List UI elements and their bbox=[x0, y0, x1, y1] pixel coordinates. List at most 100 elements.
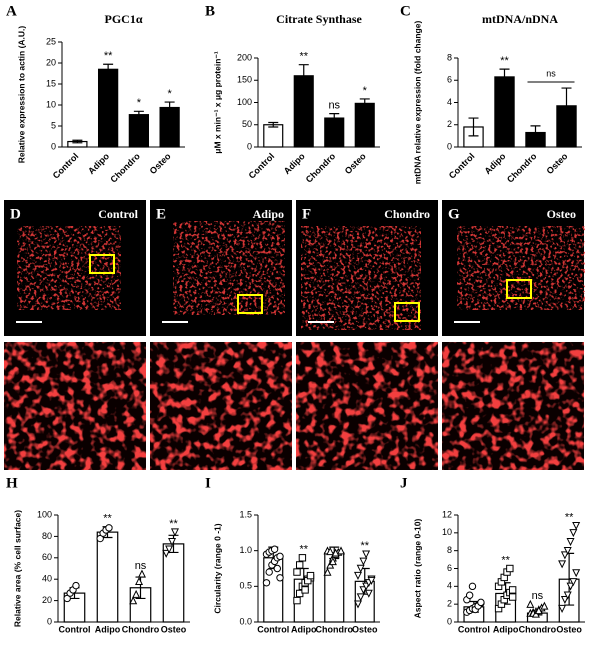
data-point bbox=[353, 600, 363, 609]
y-tick-label: 20 bbox=[46, 57, 56, 67]
bar bbox=[263, 124, 284, 148]
data-point bbox=[336, 546, 346, 555]
data-point bbox=[293, 596, 301, 605]
zoom-box bbox=[89, 254, 115, 274]
data-point bbox=[306, 571, 315, 580]
x-tick-label: Chondro bbox=[316, 624, 354, 634]
data-point bbox=[301, 586, 309, 594]
y-tick-label: 0 bbox=[47, 616, 52, 626]
image-label: Osteo bbox=[547, 207, 576, 221]
annotation: * bbox=[137, 97, 142, 109]
data-point bbox=[276, 552, 284, 561]
y-tick-label: 0 bbox=[51, 141, 56, 151]
y-tick-label: 50 bbox=[242, 119, 252, 129]
zoom-texture bbox=[442, 342, 584, 470]
y-axis-label: Aspect ratio (range 0-10) bbox=[412, 518, 422, 618]
annotation: * bbox=[363, 85, 368, 97]
y-tick-label: 0.5 bbox=[239, 581, 252, 591]
x-tick-label: Adipo bbox=[86, 151, 111, 176]
chart: B Citrate Synthase μM x min⁻¹ x μg protein… bbox=[205, 3, 380, 185]
data-point bbox=[137, 569, 146, 578]
error-bar bbox=[298, 64, 309, 88]
chart-title: Citrate Synthase bbox=[276, 12, 362, 26]
x-tick-label: Control bbox=[51, 151, 81, 181]
error-bar bbox=[359, 98, 370, 109]
x-tick-label: Control bbox=[247, 151, 277, 181]
data-point bbox=[362, 550, 371, 559]
y-tick-label: 6 bbox=[447, 563, 452, 573]
y-tick-label: 1.0 bbox=[239, 545, 252, 555]
x-tick-label: Chondro bbox=[519, 624, 557, 634]
bar bbox=[354, 102, 375, 148]
micrographs: D Control E Adipo F Chondro G Osteo bbox=[4, 200, 585, 470]
data-point bbox=[293, 568, 301, 576]
data-point bbox=[265, 568, 273, 576]
y-tick-label: 20 bbox=[42, 595, 52, 605]
panel-letter: F bbox=[302, 206, 311, 222]
y-tick-label: 5 bbox=[51, 120, 56, 130]
x-tick-label: Chondro bbox=[304, 151, 338, 185]
data-point bbox=[298, 554, 307, 562]
data-point bbox=[356, 593, 365, 602]
zoom-texture bbox=[296, 342, 438, 470]
error-bar bbox=[499, 68, 510, 86]
y-axis-label: Relative expression to actin (A.U.) bbox=[16, 26, 26, 164]
cell bbox=[457, 226, 585, 310]
data-point bbox=[566, 582, 575, 591]
panel-letter: I bbox=[205, 475, 211, 491]
data-point bbox=[273, 564, 282, 573]
bar bbox=[96, 531, 119, 623]
panel-letter: D bbox=[10, 206, 21, 222]
data-point bbox=[508, 593, 517, 601]
cell bbox=[173, 221, 285, 315]
data-point bbox=[508, 586, 517, 594]
data-point bbox=[468, 582, 477, 591]
y-tick-label: 6 bbox=[447, 75, 452, 85]
annotation: ns bbox=[135, 560, 147, 572]
data-point bbox=[168, 538, 177, 547]
x-tick-label: Osteo bbox=[352, 624, 378, 634]
annotation: ** bbox=[360, 540, 369, 552]
data-point bbox=[566, 538, 575, 547]
data-point bbox=[526, 599, 535, 608]
data-point bbox=[572, 569, 581, 578]
annotation: ** bbox=[299, 51, 308, 63]
y-tick-label: 12 bbox=[442, 509, 452, 519]
annotation: ** bbox=[299, 544, 308, 556]
y-tick-label: 0 bbox=[247, 141, 252, 151]
y-tick-label: 10 bbox=[46, 99, 56, 109]
y-axis-label: mtDNA relative expression (fold change) bbox=[412, 21, 422, 185]
data-point bbox=[569, 578, 578, 587]
data-point bbox=[132, 589, 141, 598]
data-point bbox=[353, 571, 363, 580]
data-point bbox=[367, 576, 376, 585]
x-tick-label: Chondro bbox=[108, 151, 142, 185]
annotation: ** bbox=[501, 554, 510, 566]
bar bbox=[97, 68, 119, 148]
data-point bbox=[477, 598, 485, 607]
panel-letter: E bbox=[156, 206, 166, 222]
error-bar bbox=[268, 121, 279, 128]
x-tick-label: Adipo bbox=[95, 624, 121, 634]
x-tick-label: Osteo bbox=[544, 151, 569, 176]
chart-title: PGC1α bbox=[104, 12, 142, 26]
cell bbox=[17, 226, 121, 310]
y-tick-label: 0 bbox=[447, 616, 452, 626]
data-point bbox=[276, 574, 284, 582]
x-tick-label: Osteo bbox=[148, 151, 173, 176]
data-point bbox=[572, 522, 581, 531]
error-bar bbox=[468, 117, 479, 137]
zoom-box bbox=[237, 294, 263, 314]
data-point bbox=[170, 528, 179, 537]
x-tick-label: Control bbox=[447, 151, 477, 181]
annotation: ns bbox=[532, 590, 544, 602]
data-point bbox=[356, 564, 365, 573]
data-point bbox=[323, 567, 332, 576]
data-point bbox=[560, 596, 569, 605]
y-tick-label: 4 bbox=[447, 581, 452, 591]
panel-letter: C bbox=[400, 3, 411, 19]
chart: H Relative area (% cell surface) 0 20 40 60 80… bbox=[6, 475, 190, 634]
y-axis-label: μM x min⁻¹ x μg protein⁻¹ bbox=[212, 51, 222, 154]
zoom-box bbox=[394, 302, 420, 322]
annotation: ** bbox=[500, 55, 509, 67]
